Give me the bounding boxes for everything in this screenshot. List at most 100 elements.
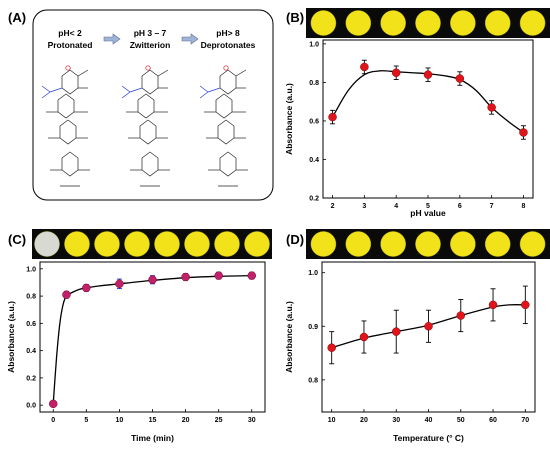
chart-panel-b: (B) 2 3 4 5 6 7 8 0.2 0.4 0.6 0.8 1.0 pH value Absorba… xyxy=(284,8,550,218)
solution-swatch xyxy=(380,231,406,257)
x-tick-label: 60 xyxy=(489,417,497,424)
solution-swatch xyxy=(310,231,337,257)
arrow-icon xyxy=(181,33,199,45)
bond xyxy=(199,91,209,99)
y-tick-label: 0.6 xyxy=(309,118,319,125)
y-tick-label: 0.2 xyxy=(309,196,319,203)
panel-label: (B) xyxy=(286,10,304,25)
bond xyxy=(49,87,63,93)
y-axis-label: Absorbance (a.u.) xyxy=(6,301,16,373)
x-tick-label: 6 xyxy=(458,203,462,210)
ring xyxy=(139,119,157,145)
data-point xyxy=(115,279,124,289)
y-axis-label: Absorbance (a.u.) xyxy=(284,83,294,155)
data-point xyxy=(455,74,465,83)
ring xyxy=(59,119,77,145)
state-2-name: Zwitterion xyxy=(130,40,171,50)
data-point xyxy=(519,128,528,137)
chart-panel-c: (C) 0 5 10 15 20 25 30 0.0 0.2 0.4 0.6 0.8 1.0 Time (m… xyxy=(6,229,272,443)
solution-swatch xyxy=(415,231,441,257)
solution-swatch xyxy=(380,10,406,36)
plot-frame xyxy=(39,261,266,413)
ring xyxy=(141,69,159,95)
state-1-ph: pH< 2 xyxy=(58,28,82,38)
y-tick-label: 0.4 xyxy=(309,157,319,164)
x-axis-label: pH value xyxy=(410,208,446,218)
data-point xyxy=(328,112,337,122)
solution-swatch xyxy=(124,231,150,257)
x-axis-label: Temperature (° C) xyxy=(393,433,464,443)
bond xyxy=(157,69,169,77)
tetracycline-structures xyxy=(41,65,248,187)
x-tick-label: 40 xyxy=(425,417,433,424)
bond xyxy=(121,91,131,99)
ring xyxy=(137,93,155,119)
data-point xyxy=(181,272,190,282)
y-tick-label: 0.4 xyxy=(26,348,36,355)
solution-swatch xyxy=(415,10,441,36)
solution-swatch xyxy=(214,231,240,257)
data-point xyxy=(48,399,58,409)
y-tick-label: 0.0 xyxy=(26,403,36,410)
x-tick-label: 15 xyxy=(149,417,157,424)
solution-swatch xyxy=(519,231,546,257)
state-3-ph: pH> 8 xyxy=(216,28,240,38)
y-tick-label: 0.9 xyxy=(308,324,318,331)
ring xyxy=(217,119,235,145)
ring xyxy=(61,69,79,95)
data-point xyxy=(487,103,496,112)
fit-curve xyxy=(52,274,252,404)
x-tick-label: 30 xyxy=(392,417,400,424)
panel-a: (A) pH< 2 Protonated pH 3 – 7 Zwitterion… xyxy=(8,9,274,201)
molecule-structure xyxy=(41,65,90,187)
solution-swatch xyxy=(310,10,337,36)
molecule-structure xyxy=(199,65,248,187)
solution-swatch xyxy=(484,231,511,257)
panel-a-label: (A) xyxy=(8,10,26,25)
solution-swatch xyxy=(244,231,270,257)
x-tick-label: 20 xyxy=(182,417,190,424)
bond xyxy=(41,85,51,93)
y-tick-label: 0.2 xyxy=(26,375,36,382)
panel-label: (D) xyxy=(286,232,304,247)
solution-swatch xyxy=(345,10,372,36)
x-tick-label: 25 xyxy=(215,417,223,424)
bond xyxy=(77,69,89,77)
data-point xyxy=(360,62,369,72)
x-tick-label: 2 xyxy=(331,203,335,210)
y-tick-label: 0.8 xyxy=(309,80,319,87)
x-tick-label: 70 xyxy=(521,417,529,424)
solution-swatch xyxy=(450,231,476,257)
state-3-name: Deprotonates xyxy=(201,40,256,50)
x-tick-label: 7 xyxy=(490,203,494,210)
y-tick-label: 0.6 xyxy=(26,321,36,328)
solution-swatch xyxy=(484,10,511,36)
data-point xyxy=(247,271,257,280)
data-point xyxy=(214,271,223,280)
data-point xyxy=(82,283,91,293)
x-tick-label: 20 xyxy=(360,417,368,424)
y-tick-label: 0.8 xyxy=(26,294,36,301)
state-1-name: Protonated xyxy=(48,40,93,50)
data-point xyxy=(424,322,433,331)
y-tick-label: 1.0 xyxy=(309,41,319,48)
x-tick-label: 3 xyxy=(362,203,366,210)
data-point xyxy=(423,70,433,79)
y-axis-label: Absorbance (a.u.) xyxy=(284,301,294,373)
x-tick-label: 30 xyxy=(248,417,256,424)
data-point xyxy=(62,290,71,299)
oxygen-atom xyxy=(145,65,151,71)
ring xyxy=(219,151,237,177)
solution-swatch xyxy=(94,231,120,257)
x-tick-label: 10 xyxy=(328,417,336,424)
y-tick-label: 1.0 xyxy=(308,270,318,277)
bond xyxy=(199,85,209,93)
x-tick-label: 50 xyxy=(457,417,465,424)
arrow-icon xyxy=(103,33,121,45)
state-2-ph: pH 3 – 7 xyxy=(134,28,167,38)
data-point xyxy=(148,275,157,284)
x-tick-label: 4 xyxy=(394,203,398,210)
x-tick-label: 5 xyxy=(426,203,430,210)
solution-swatch xyxy=(154,231,180,257)
solution-swatch xyxy=(345,231,372,257)
